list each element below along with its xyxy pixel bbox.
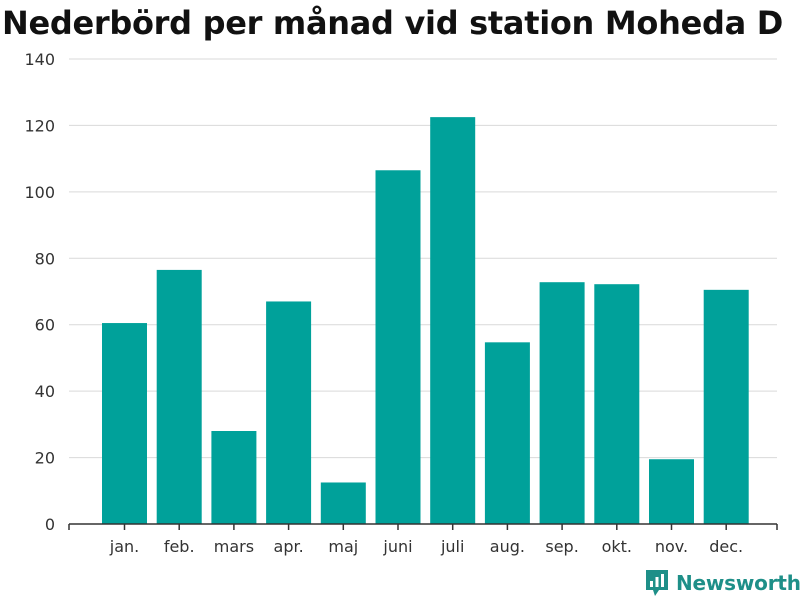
y-tick-label: 140 xyxy=(24,50,55,69)
x-tick-label: feb. xyxy=(164,537,195,556)
x-tick-label: juli xyxy=(440,537,464,556)
chart-title: Nederbörd per månad vid station Moheda D xyxy=(2,4,783,42)
brand-logo: Newsworthy xyxy=(644,568,800,598)
x-tick-label: jan. xyxy=(109,537,139,556)
y-tick-labels: 0 20 40 60 80 100 120 140 xyxy=(24,50,55,534)
y-tick-label: 40 xyxy=(35,382,55,401)
bar-aug xyxy=(484,342,530,524)
bars xyxy=(102,117,749,524)
y-tick-label: 20 xyxy=(35,449,55,468)
x-tick-label: maj xyxy=(328,537,358,556)
bar-apr xyxy=(266,301,312,524)
bar-maj xyxy=(320,482,366,524)
x-tick-label: okt. xyxy=(602,537,632,556)
bar-sep xyxy=(539,282,585,524)
y-tick-label: 120 xyxy=(24,116,55,135)
x-tick-label: aug. xyxy=(490,537,525,556)
y-tick-label: 0 xyxy=(45,515,55,534)
x-tick-label: nov. xyxy=(655,537,688,556)
x-tick-label: sep. xyxy=(545,537,578,556)
x-tick-labels: jan. feb. mars apr. maj juni juli aug. sep. okt. n… xyxy=(109,537,743,556)
bar-feb xyxy=(156,269,202,524)
bar-nov xyxy=(649,459,694,524)
y-tick-label: 80 xyxy=(35,249,55,268)
x-tick-label: dec. xyxy=(709,537,743,556)
x-tick-label: apr. xyxy=(274,537,304,556)
newsworthy-logo-icon xyxy=(646,570,668,596)
bar-jan xyxy=(102,323,147,524)
y-tick-label: 60 xyxy=(35,316,55,335)
x-tick-label: mars xyxy=(214,537,254,556)
bar-juni xyxy=(375,170,421,524)
bar-juli xyxy=(430,117,476,524)
bar-okt xyxy=(594,284,640,524)
x-tick-label: juni xyxy=(382,537,412,556)
y-tick-label: 100 xyxy=(24,183,55,202)
x-axis xyxy=(68,523,778,530)
brand-name: Newsworthy xyxy=(676,571,800,595)
bar-mars xyxy=(211,431,257,524)
bar-dec xyxy=(703,289,749,524)
